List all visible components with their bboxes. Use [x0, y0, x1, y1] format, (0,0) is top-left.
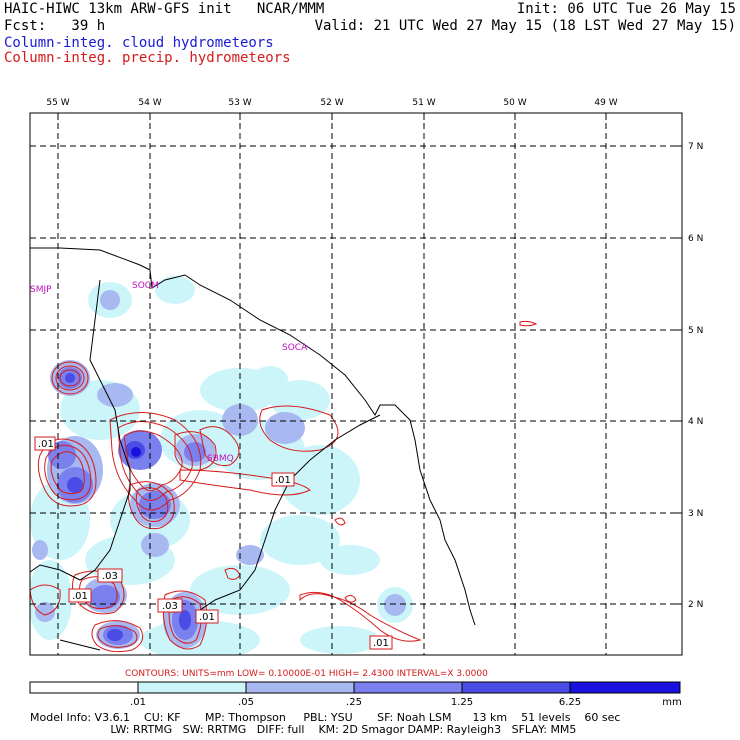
- lon-label-53w: 53 W: [228, 98, 251, 108]
- colorbar-segment: [29, 681, 139, 694]
- lat-label-3n: 3 N: [688, 509, 703, 519]
- lon-label-50w: 50 W: [503, 98, 526, 108]
- lat-label-2n: 2 N: [688, 600, 703, 610]
- precip-contours: [30, 320, 538, 653]
- station-label-socm: SOCM: [132, 281, 159, 291]
- field-precip-label: Column-integ. precip. hydrometeors: [4, 50, 291, 66]
- colorbar-tick: 1.25: [451, 697, 473, 708]
- valid-time: Valid: 21 UTC Wed 27 May 15 (18 LST Wed …: [314, 18, 736, 34]
- lon-label-49w: 49 W: [594, 98, 617, 108]
- contour-label-box: .01: [68, 588, 92, 603]
- colorbar-tick: .01: [130, 697, 146, 708]
- contour-info: CONTOURS: UNITS=mm LOW= 0.10000E-01 HIGH…: [125, 669, 488, 679]
- contour-label: .03: [162, 601, 178, 612]
- station-label-smjp: SMJP: [30, 285, 52, 295]
- contour-label: .01: [275, 475, 291, 486]
- lat-label-6n: 6 N: [688, 234, 703, 244]
- contour-label-box: .01: [369, 635, 393, 650]
- contour-label-box: .03: [157, 598, 183, 613]
- colorbar-tick: .25: [346, 697, 362, 708]
- contour-label-box: .01: [34, 436, 56, 451]
- init-time: Init: 06 UTC Tue 26 May 15: [516, 1, 736, 17]
- contour-label-box: .01: [195, 609, 219, 624]
- lat-label-4n: 4 N: [688, 417, 703, 427]
- plot-title: HAIC-HIWC 13km ARW-GFS init NCAR/MMM: [4, 1, 325, 17]
- colorbar-tick: 6.25: [559, 697, 581, 708]
- colorbar-segment: [353, 681, 463, 694]
- station-label-soca: SOCA: [282, 343, 308, 353]
- contour-label: .01: [199, 612, 215, 623]
- model-info-line1: Model Info: V3.6.1 CU: KF MP: Thompson P…: [30, 711, 621, 724]
- frame-ticks: [57, 113, 682, 605]
- coastlines-borders: [29, 247, 476, 651]
- contour-label: .03: [102, 571, 118, 582]
- lat-label-5n: 5 N: [688, 326, 703, 336]
- lat-label-7n: 7 N: [688, 142, 703, 152]
- colorbar: [29, 681, 681, 694]
- model-info-line2: LW: RRTMG SW: RRTMG DIFF: full KM: 2D Sm…: [30, 723, 577, 736]
- field-cloud-label: Column-integ. cloud hydrometeors: [4, 35, 274, 51]
- colorbar-units: mm: [662, 697, 681, 708]
- contour-label: .01: [373, 638, 389, 649]
- station-label-sbmq: SBMQ: [207, 454, 234, 464]
- contour-label: .01: [72, 591, 88, 602]
- lat-lon-grid: [30, 113, 682, 655]
- lon-label-52w: 52 W: [320, 98, 343, 108]
- colorbar-segment: [137, 681, 247, 694]
- map-frame: [29, 112, 683, 656]
- contour-label: .01: [38, 439, 54, 450]
- lon-label-54w: 54 W: [138, 98, 161, 108]
- colorbar-tick: .05: [238, 697, 254, 708]
- lon-label-51w: 51 W: [412, 98, 435, 108]
- colorbar-segment: [245, 681, 355, 694]
- contour-label-box: .03: [97, 568, 123, 583]
- colorbar-segment: [461, 681, 571, 694]
- lon-label-55w: 55 W: [46, 98, 69, 108]
- contour-label-box: .01: [271, 472, 295, 487]
- colorbar-segment: [569, 681, 681, 694]
- forecast-hour: Fcst: 39 h: [4, 18, 106, 34]
